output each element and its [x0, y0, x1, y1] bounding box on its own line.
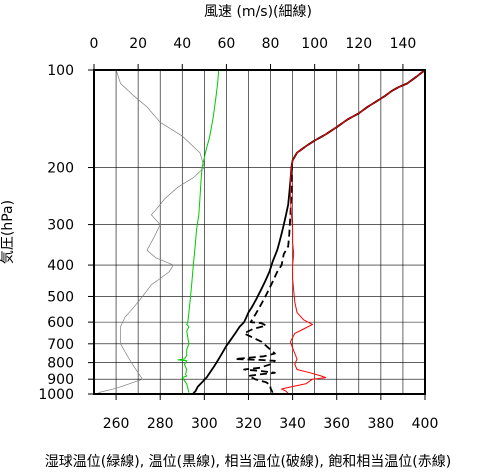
top-tick-label: 80 — [262, 36, 280, 52]
top-tick-label: 100 — [301, 36, 328, 52]
top-tick-label: 140 — [390, 36, 417, 52]
bottom-tick-label: 380 — [367, 416, 394, 432]
bottom-tick-label: 400 — [412, 416, 439, 432]
y-tick-label: 300 — [47, 218, 74, 234]
top-tick-label: 40 — [173, 36, 191, 52]
grid-lines — [93, 69, 426, 395]
bottom-tick-label: 320 — [235, 416, 262, 432]
top-axis-label: 風速 (m/s)(細線) — [204, 4, 312, 20]
y-tick-label: 200 — [47, 161, 74, 177]
bottom-tick-label: 300 — [191, 416, 218, 432]
bottom-axis-label: 湿球温位(緑線), 温位(黒線), 相当温位(破線), 飽和相当温位(赤線) — [45, 453, 451, 470]
series-potential-temperature — [192, 69, 426, 394]
series-wind-speed — [98, 69, 205, 393]
axis-ticks: 260 280 300 320 340 360 380 400 0 20 40 60 80 100 120 1… — [38, 36, 438, 432]
series-wet-bulb-potential-temperature — [177, 69, 220, 393]
bottom-tick-label: 260 — [103, 416, 130, 432]
top-tick-label: 120 — [345, 36, 372, 52]
y-tick-label: 100 — [47, 63, 74, 79]
series-lines — [98, 69, 426, 394]
y-tick-label: 800 — [47, 356, 74, 372]
y-axis-label: 気圧(hPa) — [0, 200, 16, 264]
bottom-tick-label: 360 — [323, 416, 350, 432]
y-tick-label: 400 — [47, 258, 74, 274]
bottom-tick-label: 340 — [279, 416, 306, 432]
y-tick-label: 900 — [47, 372, 74, 388]
bottom-tick-label: 280 — [147, 416, 174, 432]
y-tick-label: 700 — [47, 337, 74, 353]
top-tick-label: 20 — [129, 36, 147, 52]
series-equivalent-potential-temperature — [234, 69, 426, 394]
y-tick-label: 500 — [47, 289, 74, 305]
y-tick-label: 1000 — [38, 387, 74, 403]
top-tick-label: 0 — [90, 36, 99, 52]
series-saturated-equivalent-potential-temperature — [281, 69, 426, 394]
top-tick-label: 60 — [217, 36, 235, 52]
plot-frame — [93, 69, 426, 395]
y-tick-label: 600 — [47, 315, 74, 331]
